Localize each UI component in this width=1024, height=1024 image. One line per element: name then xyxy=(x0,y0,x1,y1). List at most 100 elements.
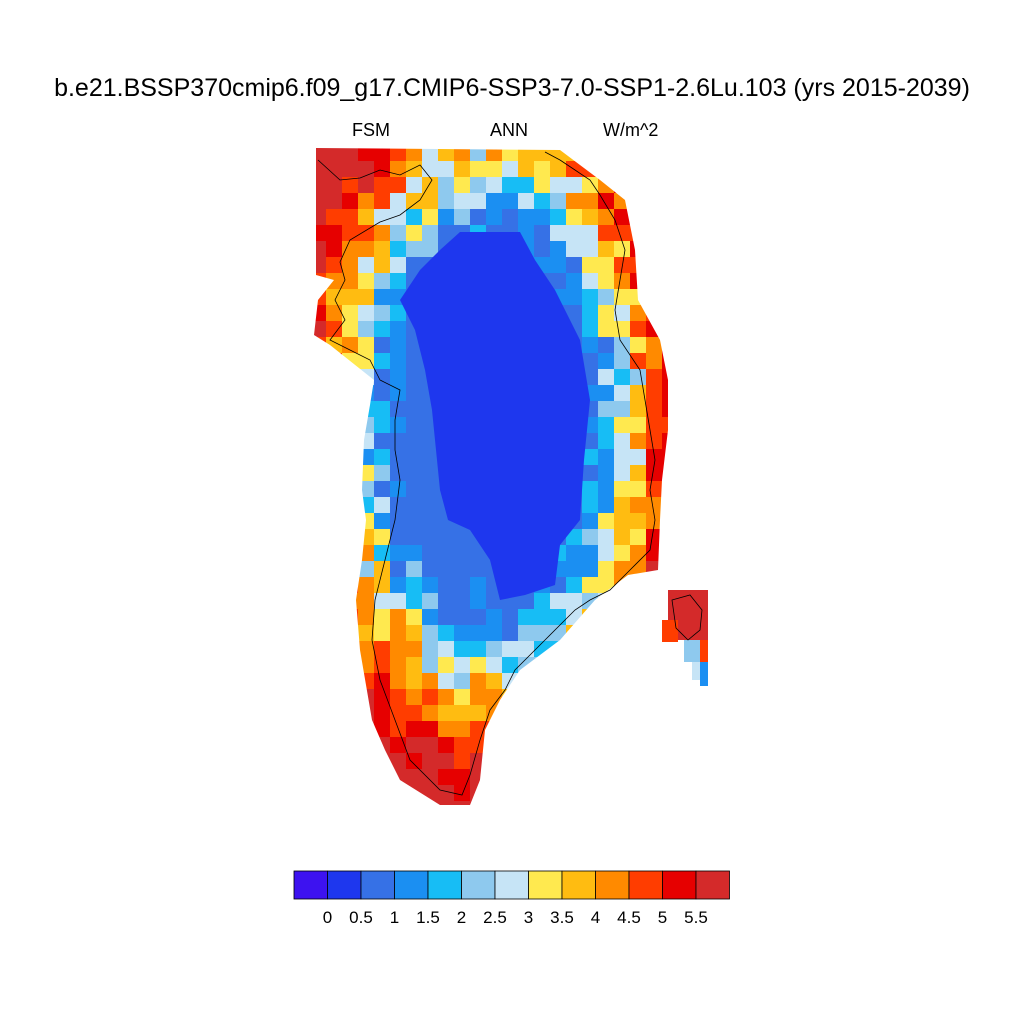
colorbar-swatch xyxy=(595,870,630,900)
grid-cell xyxy=(598,353,614,369)
grid-cell xyxy=(518,209,534,225)
grid-cell xyxy=(502,193,518,209)
grid-cell xyxy=(358,225,374,241)
grid-cell xyxy=(598,561,614,577)
grid-cell xyxy=(470,209,486,225)
grid-cell xyxy=(598,225,614,241)
grid-cell xyxy=(454,625,470,641)
grid-cell xyxy=(598,401,614,417)
grid-cell xyxy=(582,257,598,273)
colorbar-tick-label: 3.5 xyxy=(550,908,574,927)
grid-cell xyxy=(566,273,582,289)
grid-cell xyxy=(470,593,486,609)
grid-cell xyxy=(390,177,406,193)
grid-cell xyxy=(614,369,630,385)
grid-cell xyxy=(566,209,582,225)
grid-cell xyxy=(358,609,374,625)
grid-cell xyxy=(598,545,614,561)
variable-label: FSM xyxy=(352,120,390,140)
grid-cell xyxy=(550,609,566,625)
grid-cell xyxy=(406,353,422,369)
grid-cell xyxy=(358,193,374,209)
grid-cell xyxy=(438,577,454,593)
grid-cell xyxy=(646,401,662,417)
grid-cell xyxy=(326,148,342,161)
grid-cell xyxy=(358,321,374,337)
grid-cell xyxy=(422,513,438,529)
grid-cell xyxy=(390,689,406,705)
grid-cell xyxy=(422,705,438,721)
grid-cell xyxy=(326,257,342,273)
grid-cell xyxy=(614,241,630,257)
grid-cell xyxy=(598,289,614,305)
grid-cell xyxy=(582,337,598,353)
grid-cell xyxy=(422,545,438,561)
grid-cell xyxy=(358,561,374,577)
grid-cell xyxy=(454,148,470,161)
grid-cell xyxy=(390,401,406,417)
grid-cell xyxy=(438,785,454,801)
grid-cell xyxy=(438,657,454,673)
grid-cell xyxy=(470,161,486,177)
grid-cell xyxy=(486,609,502,625)
grid-cell xyxy=(314,321,326,337)
grid-cell xyxy=(438,225,454,241)
colorbar-swatch xyxy=(360,870,395,900)
grid-cell xyxy=(406,721,422,737)
grid-cell xyxy=(390,385,406,401)
grid-cell xyxy=(534,225,550,241)
grid-cell xyxy=(454,673,470,689)
grid-cell xyxy=(630,449,646,465)
grid-cell xyxy=(342,241,358,257)
grid-cell xyxy=(374,673,390,689)
grid-cell xyxy=(582,577,598,593)
grid-cell xyxy=(438,545,454,561)
grid-cell xyxy=(406,148,422,161)
grid-cell xyxy=(406,161,422,177)
grid-cell xyxy=(374,305,390,321)
grid-cell xyxy=(454,609,470,625)
grid-cell xyxy=(406,209,422,225)
grid-cell xyxy=(422,209,438,225)
grid-cell xyxy=(390,529,406,545)
colorbar-tick-label: 4.5 xyxy=(617,908,641,927)
grid-cell xyxy=(454,657,470,673)
grid-cell xyxy=(374,385,390,401)
grid-cell xyxy=(358,305,374,321)
colorbar-tick-label: 0.5 xyxy=(349,908,373,927)
grid-cell xyxy=(438,148,454,161)
grid-cell xyxy=(614,417,630,433)
island-cell xyxy=(692,662,700,680)
grid-cell xyxy=(422,753,438,769)
grid-cell xyxy=(566,305,582,321)
grid-cell xyxy=(582,513,598,529)
grid-cell xyxy=(454,593,470,609)
colorbar-swatch xyxy=(528,870,563,900)
grid-cell xyxy=(314,193,326,209)
grid-cell xyxy=(598,513,614,529)
grid-cell xyxy=(646,513,662,529)
grid-cell xyxy=(630,513,646,529)
colorbar-tick-label: 1.5 xyxy=(416,908,440,927)
grid-cell xyxy=(438,769,454,785)
grid-cell xyxy=(614,561,630,577)
grid-cell xyxy=(454,769,470,785)
grid-cell xyxy=(406,257,422,273)
grid-cell xyxy=(566,241,582,257)
grid-cell xyxy=(406,449,422,465)
grid-cell xyxy=(454,801,470,805)
grid-cell xyxy=(422,689,438,705)
grid-cell xyxy=(358,257,374,273)
grid-cell xyxy=(374,193,390,209)
grid-cell xyxy=(438,625,454,641)
colorbar-swatch xyxy=(394,870,429,900)
grid-cell xyxy=(358,177,374,193)
grid-cell xyxy=(582,545,598,561)
units-label: W/m^2 xyxy=(603,120,659,140)
grid-cell xyxy=(342,177,358,193)
grid-cell xyxy=(598,209,614,225)
grid-cell xyxy=(598,385,614,401)
grid-cell xyxy=(390,225,406,241)
grid-cell xyxy=(614,209,630,225)
grid-cell xyxy=(598,433,614,449)
